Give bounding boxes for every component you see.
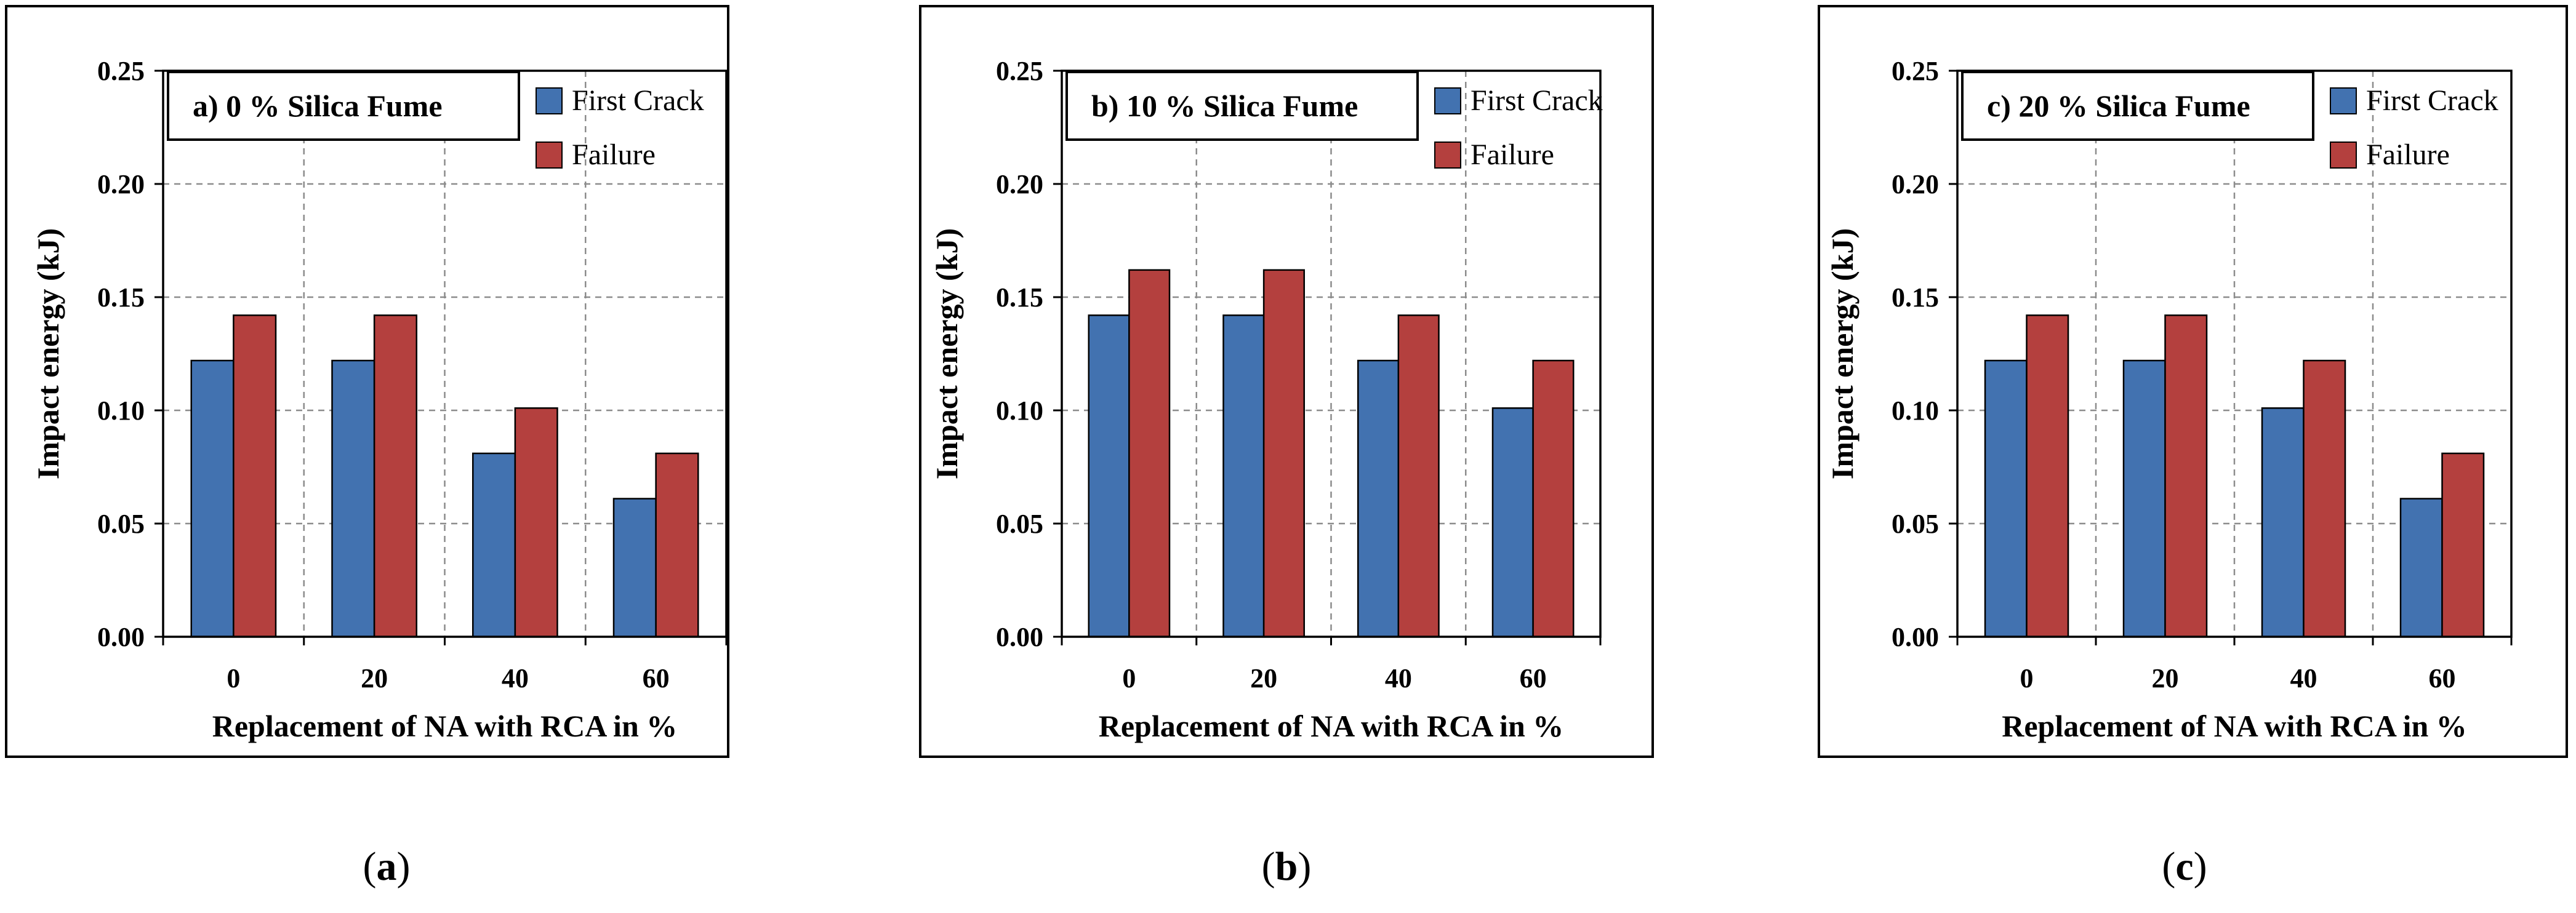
x-tick-label: 0 — [1122, 663, 1136, 693]
legend-swatch — [1434, 87, 1461, 114]
y-tick-label: 0.20 — [97, 169, 145, 199]
bar-failure — [2164, 314, 2208, 638]
panel-caption: (b) — [1262, 844, 1312, 889]
x-tick-label: 40 — [2290, 663, 2317, 693]
y-tick-label: 0.20 — [1892, 169, 1939, 199]
chart-panel-c: 0.00 0.05 0.10 0.15 0.20 0.25 0 20 40 60 Replaceme… — [1818, 5, 2568, 889]
bar-first-crack — [1222, 314, 1265, 638]
legend-label: Failure — [572, 138, 656, 171]
bar-failure — [1262, 269, 1305, 638]
x-tick-label: 20 — [2152, 663, 2179, 693]
y-tick-label: 0.25 — [996, 56, 1043, 86]
title-box — [1065, 71, 1419, 141]
panel-caption: (a) — [363, 844, 411, 889]
bar-failure — [655, 452, 699, 638]
bar-first-crack — [2261, 407, 2305, 638]
y-tick-label: 0.05 — [996, 509, 1043, 539]
bar-failure — [2026, 314, 2069, 638]
bar-first-crack — [612, 498, 657, 638]
panel-caption-letter: b — [1275, 844, 1298, 889]
bar-failure — [2303, 359, 2346, 638]
y-tick-label: 0.00 — [97, 622, 145, 652]
y-axis-title: Impact energy (kJ) — [31, 228, 65, 479]
panel-caption-letter: a — [377, 844, 397, 889]
y-axis-title: Impact energy (kJ) — [1825, 228, 1860, 479]
y-tick-label: 0.05 — [1892, 509, 1939, 539]
panel-caption: (c) — [2162, 844, 2207, 889]
y-tick-label: 0.20 — [996, 169, 1043, 199]
y-axis-title: Impact energy (kJ) — [929, 228, 964, 479]
x-axis-title: Replacement of NA with RCA in % — [212, 709, 678, 743]
y-tick-label: 0.05 — [97, 509, 145, 539]
bar-first-crack — [2399, 498, 2443, 638]
title-box — [1961, 71, 2314, 141]
y-tick-label: 0.10 — [1892, 396, 1939, 426]
bar-failure — [2441, 452, 2485, 638]
bar-first-crack — [1984, 359, 2028, 638]
x-axis-title: Replacement of NA with RCA in % — [2002, 709, 2467, 743]
x-tick-label: 20 — [361, 663, 388, 693]
bar-failure — [1532, 359, 1575, 638]
legend-label: First Crack — [2366, 84, 2498, 117]
x-tick-label: 60 — [643, 663, 670, 693]
y-tick-label: 0.15 — [996, 282, 1043, 313]
legend-swatch — [2330, 142, 2357, 169]
bar-failure — [1128, 269, 1171, 638]
bar-failure — [373, 314, 417, 638]
legend-swatch — [1434, 142, 1461, 169]
bar-failure — [514, 407, 558, 638]
y-tick-label: 0.15 — [97, 282, 145, 313]
legend-label: Failure — [1471, 138, 1554, 171]
bar-failure — [233, 314, 277, 638]
chart-title: a) 0 % Silica Fume — [193, 89, 443, 123]
bar-first-crack — [1491, 407, 1534, 638]
legend-label: Failure — [2366, 138, 2450, 171]
y-tick-label: 0.25 — [97, 56, 145, 86]
bar-first-crack — [1088, 314, 1130, 638]
x-tick-label: 40 — [1385, 663, 1412, 693]
x-tick-label: 60 — [1520, 663, 1547, 693]
legend-swatch — [536, 142, 563, 169]
chart-panel-a: 0.00 0.05 0.10 0.15 0.20 0.25 0 20 40 60 Replaceme… — [5, 5, 729, 889]
title-box — [167, 71, 520, 141]
y-tick-label: 0.00 — [996, 622, 1043, 652]
y-tick-label: 0.15 — [1892, 282, 1939, 313]
y-tick-label: 0.00 — [1892, 622, 1939, 652]
y-tick-label: 0.10 — [97, 396, 145, 426]
bar-first-crack — [472, 452, 516, 638]
x-tick-label: 0 — [2020, 663, 2034, 693]
chart-panel-b: 0.00 0.05 0.10 0.15 0.20 0.25 0 20 40 60 Replaceme… — [919, 5, 1654, 889]
legend-label: First Crack — [572, 84, 704, 117]
bar-first-crack — [1357, 359, 1400, 638]
x-tick-label: 40 — [502, 663, 529, 693]
y-tick-label: 0.10 — [996, 396, 1043, 426]
x-tick-label: 0 — [227, 663, 240, 693]
legend-swatch — [2330, 87, 2357, 114]
bar-first-crack — [2122, 359, 2166, 638]
bar-first-crack — [331, 359, 375, 638]
legend-swatch — [536, 87, 563, 114]
x-axis-title: Replacement of NA with RCA in % — [1099, 709, 1564, 743]
y-tick-label: 0.25 — [1892, 56, 1939, 86]
chart-title: c) 20 % Silica Fume — [1987, 89, 2250, 123]
legend-label: First Crack — [1471, 84, 1603, 117]
bar-failure — [1397, 314, 1440, 638]
x-tick-label: 20 — [1250, 663, 1277, 693]
bar-first-crack — [190, 359, 235, 638]
x-tick-label: 60 — [2429, 663, 2456, 693]
chart-title: b) 10 % Silica Fume — [1091, 89, 1358, 123]
panel-caption-letter: c — [2175, 844, 2193, 889]
